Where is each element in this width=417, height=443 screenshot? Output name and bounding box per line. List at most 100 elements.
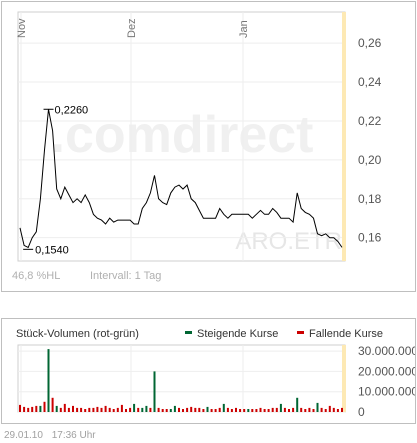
volume-bar (341, 407, 343, 412)
volume-bar (292, 407, 295, 412)
volume-bar (112, 409, 115, 412)
volume-bar (51, 397, 54, 412)
volume-bar (194, 407, 197, 412)
volume-bar (279, 403, 282, 412)
volume-bar (182, 409, 184, 412)
volume-bar (243, 409, 246, 412)
volume-bar (100, 407, 103, 412)
volume-bar (19, 404, 21, 412)
y-tick-label: 0,24 (358, 75, 382, 89)
volume-bar (63, 403, 66, 412)
low-value-label: 0,1540 (35, 244, 69, 256)
volume-bar (259, 407, 262, 412)
volume-bar (120, 404, 123, 412)
y-tick-label: 0,16 (358, 231, 382, 245)
volume-bar (27, 407, 30, 412)
volume-bar (125, 409, 127, 412)
x-tick-label: Jan (238, 20, 250, 38)
y-tick-label: 0,26 (358, 36, 382, 50)
volume-title: Stück-Volumen (rot-grün) (16, 328, 139, 340)
x-tick-label: Dez (126, 18, 138, 38)
price-line (19, 109, 343, 249)
volume-bar (226, 407, 229, 412)
volume-y-tick-label: 10.000.000 (358, 385, 415, 399)
volume-bar (288, 409, 290, 412)
volume-bar (222, 403, 225, 412)
timestamp-footer: 29.01.10 17:36 Uhr (4, 430, 102, 441)
volume-bar (129, 407, 132, 412)
volume-bar (186, 407, 189, 412)
volume-bar (178, 407, 180, 412)
volume-bar (55, 405, 58, 412)
interval-label: Intervall: 1 Tag (90, 270, 161, 282)
volume-bar (35, 405, 38, 412)
volume-bar (251, 409, 254, 412)
volume-bar (84, 409, 87, 412)
volume-bar (80, 407, 83, 412)
timestamp-time: 17:36 Uhr (51, 430, 96, 441)
volume-bar (137, 407, 140, 412)
volume-bar (165, 409, 168, 412)
timestamp-date: 29.01.10 (4, 430, 43, 441)
volume-chart: Stück-Volumen (rot-grün) Steigende Kurse F… (16, 328, 417, 419)
volume-bar (255, 409, 258, 412)
volume-bar (31, 406, 34, 412)
volume-bar (239, 409, 242, 412)
volume-bar (263, 409, 266, 412)
volume-bar (206, 406, 209, 412)
volume-bar (300, 407, 303, 412)
volume-bar (173, 405, 176, 412)
volume-bar (96, 406, 99, 412)
volume-bar (210, 409, 213, 412)
volume-today-marker (342, 345, 346, 412)
volume-bar (43, 401, 46, 412)
volume-bar (67, 407, 70, 412)
volume-bar (332, 407, 335, 412)
x-tick-label: Nov (16, 18, 28, 38)
volume-bar (92, 407, 95, 412)
symbol-watermark: ARO.ETR (235, 228, 342, 255)
volume-bar (145, 405, 148, 412)
volume-bar (308, 407, 311, 412)
volume-y-tick-label: 20.000.000 (358, 364, 415, 378)
volume-bar (23, 406, 26, 412)
volume-bar (133, 403, 136, 412)
legend-swatch-falling (297, 331, 304, 334)
volume-bar (247, 409, 250, 412)
legend-label-rising: Steigende Kurse (197, 328, 278, 340)
legend-label-falling: Fallende Kurse (309, 328, 383, 340)
volume-bar (235, 407, 237, 412)
volume-bar (169, 409, 172, 412)
volume-bar (304, 409, 307, 412)
volume-bar (296, 397, 299, 412)
volume-y-tick-label: 0 (358, 405, 365, 419)
volume-bar (39, 405, 42, 412)
volume-bar (116, 407, 119, 412)
volume-chart-panel: Stück-Volumen (rot-grün) Steigende Kurse F… (1, 318, 417, 424)
volume-plot-area (17, 344, 346, 413)
volume-bar (149, 407, 152, 412)
volume-bar (157, 407, 160, 412)
volume-bar (47, 349, 50, 412)
volume-bar (324, 409, 327, 412)
volume-bar (275, 407, 278, 412)
volume-bar (104, 405, 107, 412)
volume-bar (328, 405, 331, 412)
volume-bar (202, 409, 205, 412)
price-chart: .comdirect ARO.ETR 0,26 0,24 0,22 0,20 0,18 0,1… (12, 11, 382, 282)
volume-bar (214, 409, 217, 412)
high-value-label: 0,2260 (55, 104, 89, 116)
volume-bar (76, 407, 79, 412)
volume-bar (153, 371, 156, 412)
y-tick-label: 0,18 (358, 192, 382, 206)
volume-bar (88, 407, 91, 412)
today-marker (342, 12, 346, 261)
volume-bar (316, 402, 319, 412)
volume-bar (72, 405, 74, 412)
volume-bar (161, 409, 164, 412)
range-percent-label: 46,8 %HL (12, 270, 60, 282)
volume-bar (336, 409, 339, 412)
volume-bar (271, 407, 274, 412)
price-chart-panel: .comdirect ARO.ETR 0,26 0,24 0,22 0,20 0,18 0,1… (1, 1, 416, 292)
volume-bar (218, 407, 221, 412)
